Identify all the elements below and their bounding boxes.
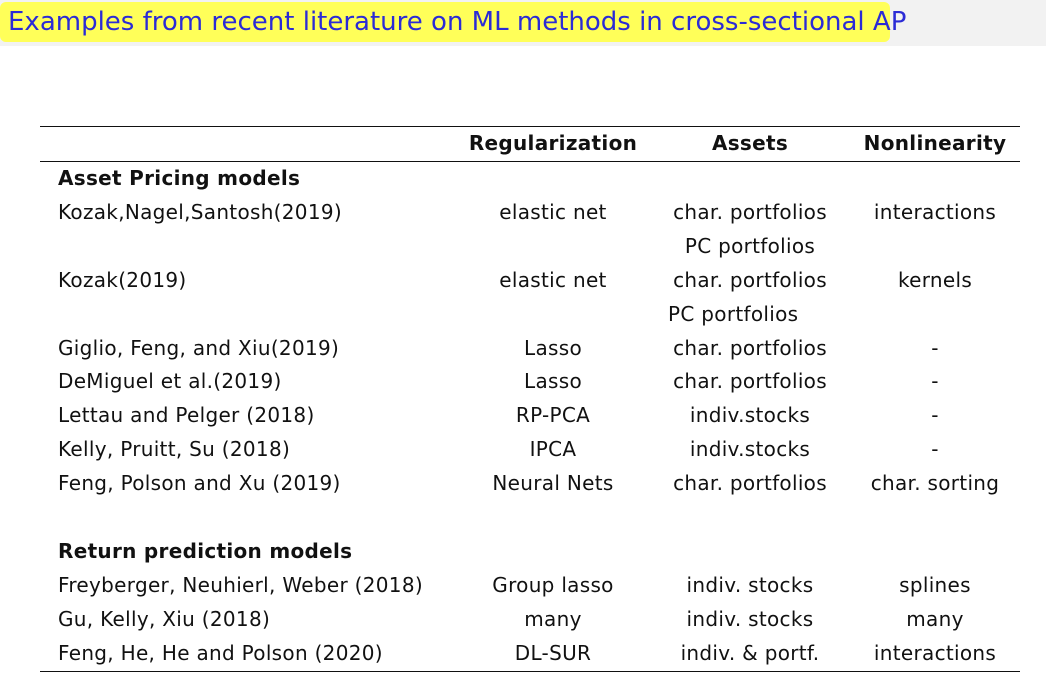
table-top-rule: [40, 126, 1020, 127]
header-regularization: Regularization: [468, 131, 638, 155]
table-row-assets: indiv. stocks: [686, 607, 814, 631]
table-row-study: Gu, Kelly, Xiu (2018): [58, 607, 271, 631]
section-label-return-prediction: Return prediction models: [58, 539, 353, 563]
table-row-assets: indiv. stocks: [686, 573, 814, 597]
table-row-assets-line2: PC portfolios: [684, 234, 816, 258]
table-row-regularization: many: [524, 607, 582, 631]
table-row-nonlinearity: kernels: [897, 268, 973, 292]
table-row-assets: char. portfolios: [673, 471, 827, 495]
table-row-study: Feng, Polson and Xu (2019): [58, 471, 341, 495]
table-row-assets: char. portfolios: [673, 336, 827, 360]
table-row-regularization: Neural Nets: [492, 471, 614, 495]
table-row-study: Freyberger, Neuhierl, Weber (2018): [58, 573, 423, 597]
table-row-assets: char. portfolios: [673, 369, 827, 393]
table-row-study: Kozak(2019): [58, 268, 187, 292]
table-row-assets-line2: PC portfolios: [668, 302, 799, 326]
table-row-nonlinearity: -: [931, 437, 939, 461]
table-row-regularization: DL-SUR: [514, 641, 592, 665]
table-row-assets: char. portfolios: [673, 268, 827, 292]
table-row-study: Feng, He, He and Polson (2020): [58, 641, 383, 665]
table-row-study: Lettau and Pelger (2018): [58, 403, 315, 427]
table-row-assets: indiv. & portf.: [680, 641, 820, 665]
table-row-nonlinearity: -: [931, 369, 939, 393]
table-row-nonlinearity: splines: [899, 573, 971, 597]
table-header-rule: [40, 161, 1020, 162]
table-row-nonlinearity: interactions: [873, 641, 997, 665]
table-row-nonlinearity: char. sorting: [870, 471, 1000, 495]
table-row-assets: indiv.stocks: [689, 437, 811, 461]
table-row-regularization: Lasso: [524, 369, 582, 393]
table-row-assets: char. portfolios: [673, 200, 827, 224]
table-row-regularization: RP-PCA: [515, 403, 591, 427]
title-highlight: [0, 2, 890, 42]
table-row-regularization: Group lasso: [492, 573, 614, 597]
table-bottom-rule: [40, 671, 1020, 672]
table-row-regularization: elastic net: [499, 200, 607, 224]
table-row-study: Kozak,Nagel,Santosh(2019): [58, 200, 342, 224]
table-row-study: DeMiguel et al.(2019): [58, 369, 282, 393]
table-row-nonlinearity: interactions: [873, 200, 997, 224]
table-row-nonlinearity: many: [906, 607, 964, 631]
header-nonlinearity: Nonlinearity: [863, 131, 1007, 155]
table-row-nonlinearity: -: [931, 336, 939, 360]
title-bar: Examples from recent literature on ML me…: [0, 0, 1046, 46]
table-row-regularization: Lasso: [524, 336, 582, 360]
table-row-assets: indiv.stocks: [689, 403, 811, 427]
slide-title: Examples from recent literature on ML me…: [8, 7, 907, 37]
section-label-asset-pricing: Asset Pricing models: [58, 166, 301, 190]
table-row-nonlinearity: -: [931, 403, 939, 427]
table-row-study: Giglio, Feng, and Xiu(2019): [58, 336, 340, 360]
table-row-study: Kelly, Pruitt, Su (2018): [58, 437, 291, 461]
table-row-regularization: IPCA: [529, 437, 577, 461]
header-assets: Assets: [711, 131, 789, 155]
table-row-regularization: elastic net: [499, 268, 607, 292]
